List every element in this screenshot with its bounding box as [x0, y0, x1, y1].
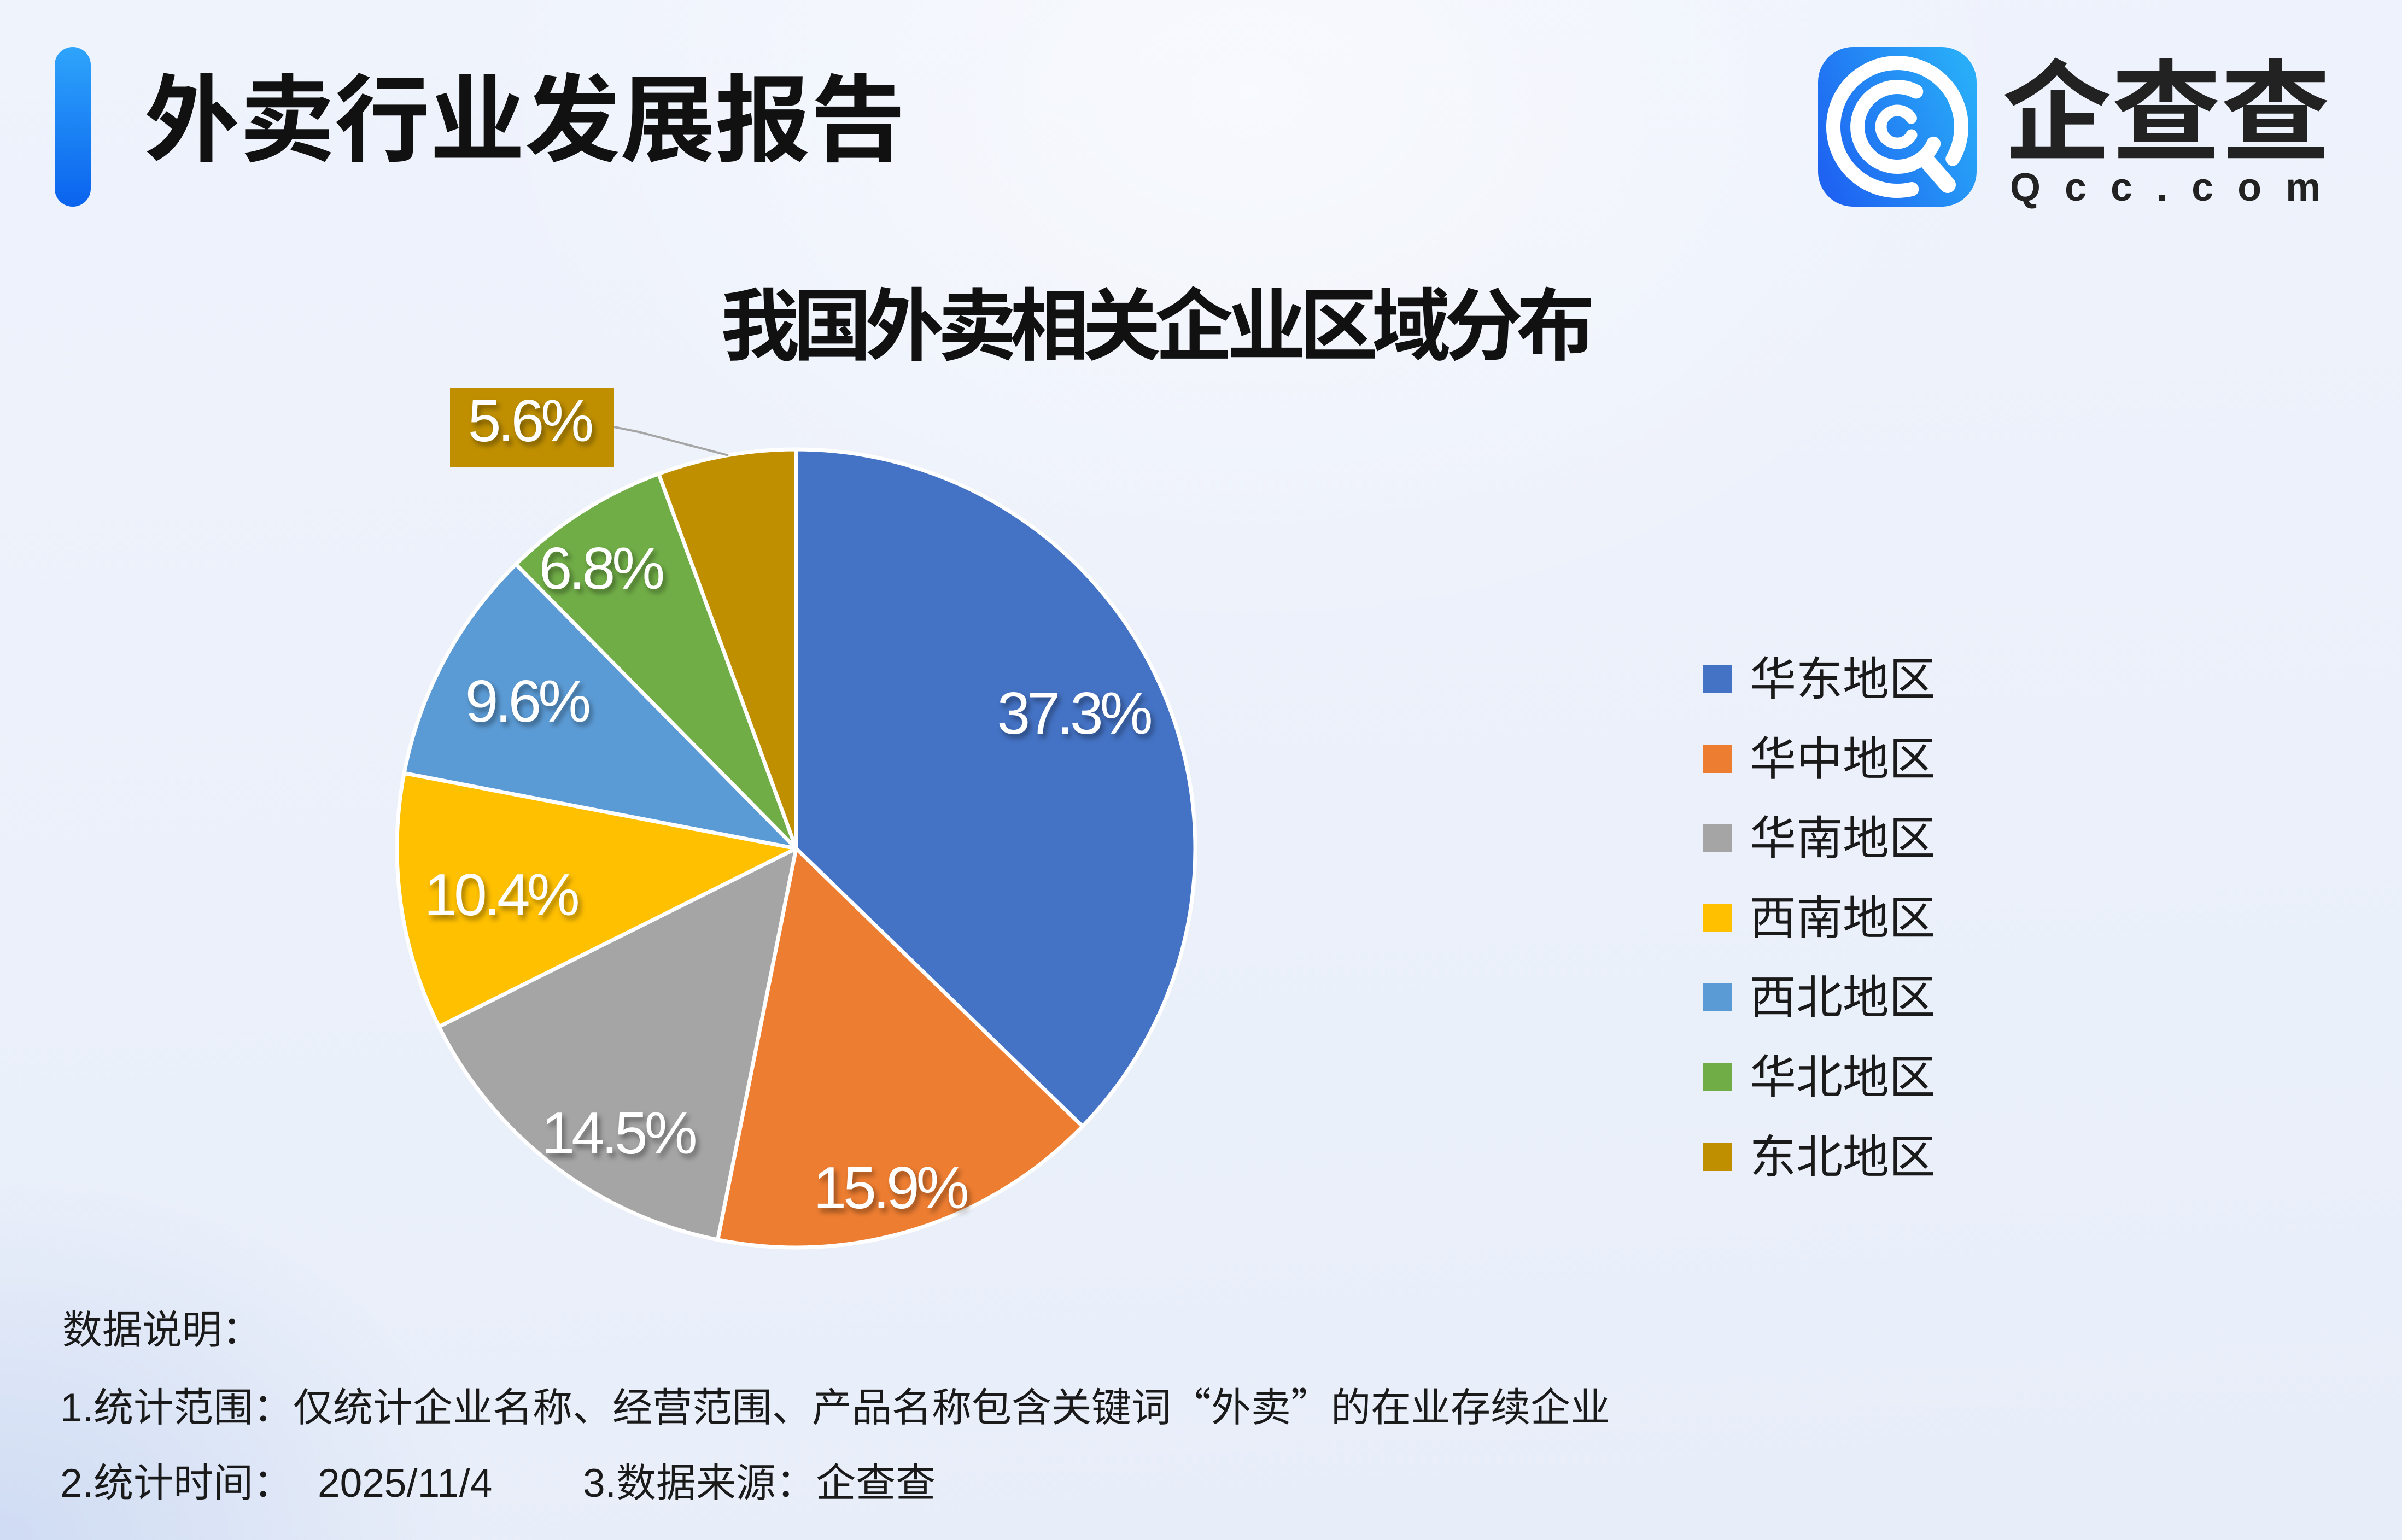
svg-text:15.9%: 15.9%	[813, 1155, 967, 1221]
svg-text:3.: 3.	[583, 1461, 616, 1506]
svg-text:37.3%: 37.3%	[997, 680, 1151, 747]
svg-text:Qcc.com: Qcc.com	[2010, 166, 2345, 209]
svg-text:14.5%: 14.5%	[541, 1100, 696, 1167]
svg-text:5.6%: 5.6%	[468, 388, 593, 454]
svg-text:2.: 2.	[60, 1461, 93, 1506]
svg-text:10.4%: 10.4%	[424, 862, 578, 928]
svg-text:2025/11/4: 2025/11/4	[318, 1461, 492, 1506]
svg-text:9.6%: 9.6%	[465, 668, 590, 735]
svg-text:1.: 1.	[60, 1386, 93, 1430]
svg-text:6.8%: 6.8%	[539, 535, 664, 602]
